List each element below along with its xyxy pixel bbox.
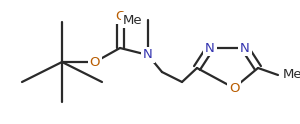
Text: N: N [143,48,153,62]
Text: N: N [240,42,250,55]
Text: N: N [205,42,215,55]
Text: Me: Me [122,14,142,27]
Text: O: O [115,10,125,22]
Text: Me: Me [283,68,300,81]
Text: O: O [229,81,239,94]
Text: O: O [90,56,100,68]
